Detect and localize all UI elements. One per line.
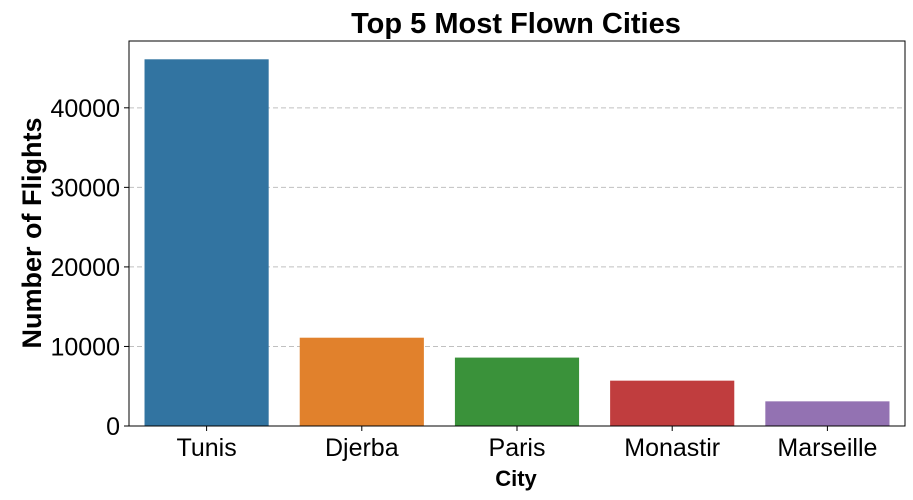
y-tick-label-3: 30000 (50, 174, 120, 202)
x-axis-label: City (495, 466, 537, 491)
bar-djerba (299, 337, 424, 426)
x-tick-label-0: Tunis (176, 434, 236, 462)
chart-title: Top 5 Most Flown Cities (351, 8, 681, 40)
bar-paris (454, 357, 580, 426)
bar-tunis (144, 59, 269, 426)
x-tick-label-1: Djerba (325, 434, 399, 462)
y-axis-label: Number of Flights (17, 118, 47, 349)
bars (144, 59, 890, 426)
y-tick-label-1: 10000 (50, 333, 120, 361)
y-tick-label-0: 0 (106, 413, 120, 441)
y-axis-ticks: 0 10000 20000 30000 40000 (50, 95, 129, 441)
y-tick-label-2: 20000 (50, 254, 120, 282)
bar-monastir (610, 380, 735, 426)
x-tick-label-4: Marseille (777, 434, 877, 462)
x-tick-label-2: Paris (489, 434, 546, 462)
bar-marseille (765, 401, 890, 426)
y-tick-label-4: 40000 (50, 95, 120, 123)
x-axis-ticks: Tunis Djerba Paris Monastir Marseille (176, 426, 877, 462)
x-tick-label-3: Monastir (624, 434, 720, 462)
